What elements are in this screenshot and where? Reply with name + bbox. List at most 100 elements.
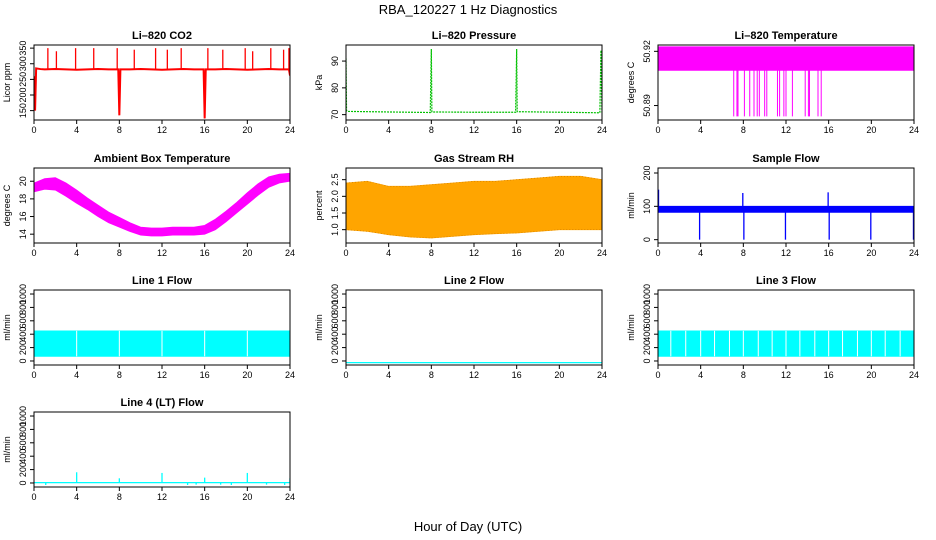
x-tick-label: 20 xyxy=(242,370,252,380)
x-tick-label: 24 xyxy=(285,370,295,380)
y-tick-label: 0 xyxy=(642,237,652,242)
y-tick-label: 2.5 xyxy=(330,173,340,186)
x-tick-label: 16 xyxy=(824,248,834,258)
y-tick-label: 1.5 xyxy=(330,207,340,220)
y-axis-label: Licor ppm xyxy=(2,63,12,103)
y-tick-label: 1000 xyxy=(642,284,652,304)
y-tick-label: 800 xyxy=(18,300,28,315)
x-tick-label: 20 xyxy=(242,492,252,502)
y-tick-label: 2.0 xyxy=(330,190,340,203)
x-tick-label: 8 xyxy=(117,248,122,258)
panel-line3-flow: Line 3 Flow ml/min 0 4 8 12 16 20 24 0 20040060080… xyxy=(626,275,919,380)
x-tick-label: 0 xyxy=(343,125,348,135)
x-tick-label: 0 xyxy=(343,370,348,380)
x-tick-label: 12 xyxy=(469,370,479,380)
x-tick-label: 4 xyxy=(74,248,79,258)
x-tick-label: 24 xyxy=(285,492,295,502)
data-series-line xyxy=(346,49,602,114)
x-tick-label: 8 xyxy=(429,248,434,258)
plot-area xyxy=(34,48,290,119)
x-tick-label: 16 xyxy=(200,370,210,380)
x-tick-label: 12 xyxy=(157,125,167,135)
x-tick-label: 4 xyxy=(698,370,703,380)
y-axis-label: ml/min xyxy=(2,314,12,341)
x-tick-label: 12 xyxy=(469,248,479,258)
x-tick-label: 16 xyxy=(512,125,522,135)
y-tick-label: 200 xyxy=(18,340,28,355)
plot-area xyxy=(658,189,914,240)
plot-area xyxy=(346,175,602,239)
plot-frame xyxy=(345,289,603,366)
x-tick-label: 8 xyxy=(117,125,122,135)
x-tick-label: 16 xyxy=(200,125,210,135)
y-tick-label: 20 xyxy=(18,176,28,186)
panel-title: Line 4 (LT) Flow xyxy=(121,397,204,409)
x-tick-label: 24 xyxy=(597,370,607,380)
plot-frame xyxy=(33,44,291,121)
data-band xyxy=(658,46,914,71)
y-axis-label: kPa xyxy=(314,75,324,91)
x-tick-label: 20 xyxy=(554,370,564,380)
panel-ambient-temp: Ambient Box Temperature degrees C 0 4 8 12 16 2… xyxy=(2,153,295,258)
y-tick-label: 800 xyxy=(18,422,28,437)
y-tick-label: 1000 xyxy=(330,284,340,304)
x-tick-label: 0 xyxy=(655,370,660,380)
x-tick-label: 16 xyxy=(512,370,522,380)
x-tick-label: 20 xyxy=(242,125,252,135)
panel-title: Sample Flow xyxy=(752,153,820,165)
x-tick-label: 20 xyxy=(554,125,564,135)
y-tick-label: 80 xyxy=(330,83,340,93)
y-tick-label: 50.89 xyxy=(642,94,652,117)
y-tick-label: 600 xyxy=(18,435,28,450)
x-tick-label: 8 xyxy=(117,492,122,502)
y-tick-label: 16 xyxy=(18,212,28,222)
y-tick-label: 150 xyxy=(18,103,28,118)
x-tick-label: 12 xyxy=(781,125,791,135)
x-tick-label: 16 xyxy=(200,492,210,502)
plot-area xyxy=(346,49,602,114)
x-tick-label: 20 xyxy=(866,125,876,135)
y-tick-label: 0 xyxy=(642,358,652,363)
y-tick-label: 400 xyxy=(18,327,28,342)
y-tick-label: 200 xyxy=(18,462,28,477)
y-tick-label: 0 xyxy=(330,358,340,363)
y-tick-label: 14 xyxy=(18,229,28,239)
panel-line1-flow: Line 1 Flow ml/min 0 4 8 12 16 20 24 0 20040060080… xyxy=(2,275,295,380)
y-tick-label: 100 xyxy=(642,199,652,214)
plot-area xyxy=(34,330,290,357)
x-tick-label: 16 xyxy=(824,370,834,380)
x-tick-label: 12 xyxy=(157,248,167,258)
y-tick-label: 600 xyxy=(18,313,28,328)
y-tick-label: 250 xyxy=(18,72,28,87)
x-tick-label: 8 xyxy=(429,370,434,380)
y-axis-label: percent xyxy=(314,190,324,221)
x-tick-label: 24 xyxy=(909,125,919,135)
y-tick-label: 90 xyxy=(330,56,340,66)
y-tick-label: 50.92 xyxy=(642,40,652,63)
x-tick-label: 0 xyxy=(31,125,36,135)
panel-title: Li–820 Pressure xyxy=(432,30,516,42)
y-tick-label: 200 xyxy=(642,340,652,355)
y-axis-label: ml/min xyxy=(314,314,324,341)
x-tick-label: 16 xyxy=(512,248,522,258)
plot-frame xyxy=(345,44,603,121)
x-tick-label: 0 xyxy=(655,248,660,258)
x-tick-label: 4 xyxy=(74,370,79,380)
x-tick-label: 20 xyxy=(866,370,876,380)
x-tick-label: 16 xyxy=(824,125,834,135)
panel-sample-flow: Sample Flow ml/min 0 4 8 12 16 20 24 0 100 200 xyxy=(626,153,919,258)
x-tick-label: 20 xyxy=(554,248,564,258)
plot-area xyxy=(34,172,290,237)
y-tick-label: 300 xyxy=(18,56,28,71)
x-tick-label: 4 xyxy=(386,248,391,258)
x-tick-label: 8 xyxy=(117,370,122,380)
panel-title: Gas Stream RH xyxy=(434,153,514,165)
x-tick-label: 24 xyxy=(597,125,607,135)
x-tick-label: 0 xyxy=(31,492,36,502)
x-tick-label: 0 xyxy=(655,125,660,135)
panel-title: Ambient Box Temperature xyxy=(94,153,231,165)
data-band xyxy=(346,175,602,239)
y-axis-label: degrees C xyxy=(626,61,636,103)
panel-title: Line 1 Flow xyxy=(132,275,192,287)
